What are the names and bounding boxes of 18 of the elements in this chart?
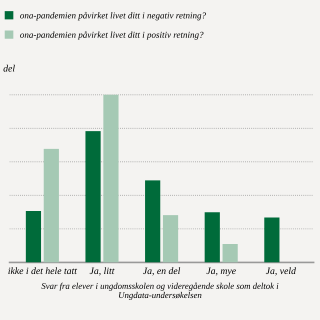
bar: [85, 131, 101, 262]
y-axis-title: del: [3, 64, 15, 72]
bar: [145, 180, 160, 262]
legend-label: ona-pandemien påvirket livet ditt i positiv retning?: [20, 31, 204, 40]
x-tick-label: Ja, mye: [206, 268, 236, 276]
bar: [222, 244, 238, 262]
legend-label: ona-pandemien påvirket livet ditt i negativ retning?: [20, 12, 206, 20]
bar: [44, 148, 59, 262]
x-tick-label: Ja, litt: [90, 267, 115, 276]
bar: [204, 212, 220, 262]
x-tick-label: Ja, en del: [142, 267, 180, 276]
bar: [162, 215, 178, 262]
bar: [103, 94, 119, 262]
bar: [264, 217, 280, 262]
text: Svar fra elever i ungdomsskolen og videregående skole som deltok i Ungdata-undersøkelsen: [41, 282, 278, 300]
x-tick-label: Ja, veld: [266, 267, 296, 276]
bar: [26, 210, 42, 262]
x-tick-label: ikke i det hele tatt: [8, 267, 78, 274]
